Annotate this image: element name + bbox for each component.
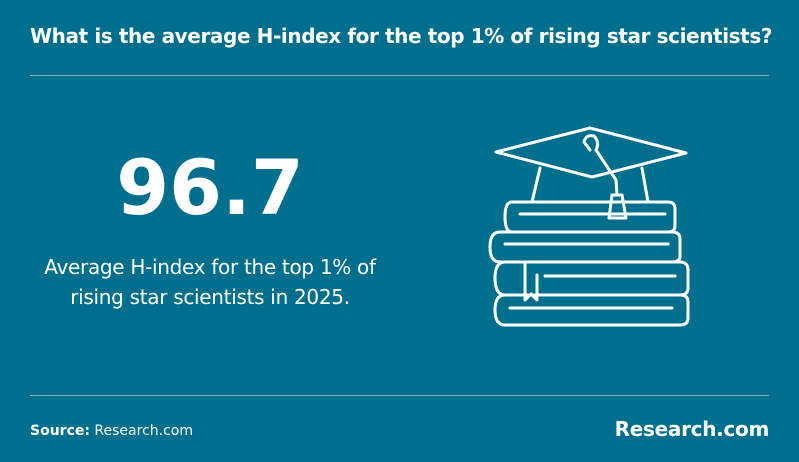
logo: Research.com	[614, 417, 770, 441]
title: What is the average H-index for the top …	[30, 24, 773, 48]
graduation-icon	[488, 126, 690, 327]
source: Source: Research.com	[30, 423, 193, 439]
source-label: Source:	[30, 423, 90, 439]
stat-description: Average H-index for the top 1% of rising…	[44, 255, 376, 309]
stat-value: 96.7	[116, 143, 304, 232]
source-text: Research.com	[94, 423, 193, 439]
divider	[30, 395, 769, 396]
divider	[30, 75, 769, 76]
